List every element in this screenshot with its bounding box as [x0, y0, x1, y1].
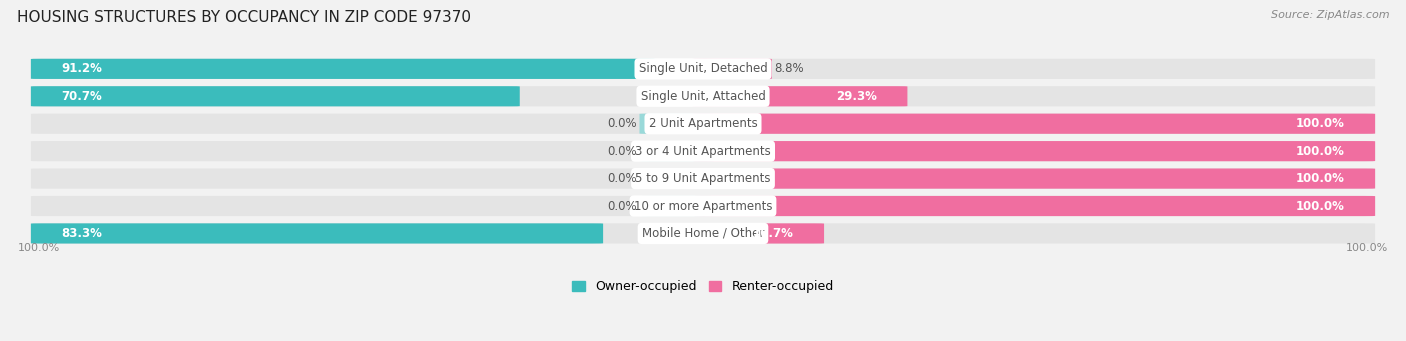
Text: 0.0%: 0.0%: [607, 117, 637, 130]
FancyBboxPatch shape: [640, 114, 714, 134]
FancyBboxPatch shape: [31, 168, 714, 189]
Text: 29.3%: 29.3%: [837, 90, 877, 103]
FancyBboxPatch shape: [692, 141, 1375, 161]
Text: 100.0%: 100.0%: [1296, 199, 1344, 212]
FancyBboxPatch shape: [692, 59, 772, 79]
FancyBboxPatch shape: [31, 196, 714, 216]
FancyBboxPatch shape: [31, 114, 714, 134]
Text: 100.0%: 100.0%: [1346, 243, 1388, 253]
Text: 5 to 9 Unit Apartments: 5 to 9 Unit Apartments: [636, 172, 770, 185]
Text: HOUSING STRUCTURES BY OCCUPANCY IN ZIP CODE 97370: HOUSING STRUCTURES BY OCCUPANCY IN ZIP C…: [17, 10, 471, 25]
Text: Mobile Home / Other: Mobile Home / Other: [641, 227, 765, 240]
FancyBboxPatch shape: [692, 223, 824, 243]
Text: 0.0%: 0.0%: [607, 172, 637, 185]
Text: 100.0%: 100.0%: [1296, 172, 1344, 185]
Text: 83.3%: 83.3%: [62, 227, 103, 240]
FancyBboxPatch shape: [692, 141, 1375, 161]
FancyBboxPatch shape: [692, 114, 1375, 134]
Legend: Owner-occupied, Renter-occupied: Owner-occupied, Renter-occupied: [572, 280, 834, 293]
Text: 3 or 4 Unit Apartments: 3 or 4 Unit Apartments: [636, 145, 770, 158]
FancyBboxPatch shape: [692, 196, 1375, 216]
Text: 2 Unit Apartments: 2 Unit Apartments: [648, 117, 758, 130]
FancyBboxPatch shape: [31, 141, 714, 161]
FancyBboxPatch shape: [640, 196, 714, 216]
Text: 91.2%: 91.2%: [62, 62, 103, 75]
Text: 0.0%: 0.0%: [607, 199, 637, 212]
FancyBboxPatch shape: [692, 86, 907, 106]
Text: 70.7%: 70.7%: [62, 90, 103, 103]
FancyBboxPatch shape: [640, 168, 714, 189]
FancyBboxPatch shape: [31, 59, 714, 79]
Text: 16.7%: 16.7%: [752, 227, 793, 240]
Text: Single Unit, Attached: Single Unit, Attached: [641, 90, 765, 103]
Text: 8.8%: 8.8%: [775, 62, 804, 75]
FancyBboxPatch shape: [692, 168, 1375, 189]
Text: 100.0%: 100.0%: [1296, 145, 1344, 158]
FancyBboxPatch shape: [692, 114, 1375, 134]
Text: 100.0%: 100.0%: [18, 243, 60, 253]
FancyBboxPatch shape: [692, 86, 1375, 106]
FancyBboxPatch shape: [31, 86, 714, 106]
Text: Source: ZipAtlas.com: Source: ZipAtlas.com: [1271, 10, 1389, 20]
FancyBboxPatch shape: [31, 86, 520, 106]
Text: 0.0%: 0.0%: [607, 145, 637, 158]
Text: 100.0%: 100.0%: [1296, 117, 1344, 130]
FancyBboxPatch shape: [640, 141, 714, 161]
Text: Single Unit, Detached: Single Unit, Detached: [638, 62, 768, 75]
FancyBboxPatch shape: [31, 223, 603, 243]
FancyBboxPatch shape: [31, 223, 714, 243]
FancyBboxPatch shape: [31, 59, 655, 79]
FancyBboxPatch shape: [692, 223, 1375, 243]
FancyBboxPatch shape: [692, 196, 1375, 216]
FancyBboxPatch shape: [692, 59, 1375, 79]
FancyBboxPatch shape: [692, 168, 1375, 189]
Text: 10 or more Apartments: 10 or more Apartments: [634, 199, 772, 212]
